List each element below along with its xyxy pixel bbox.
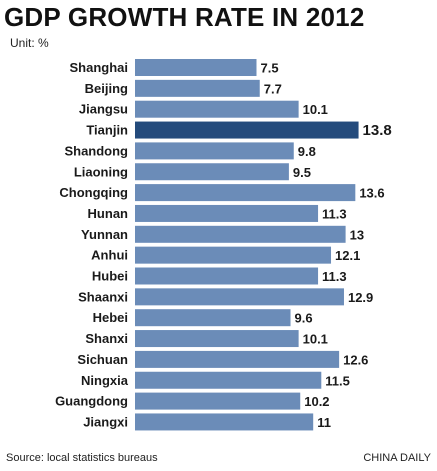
- value-label: 10.1: [303, 102, 328, 117]
- value-label: 7.5: [261, 61, 279, 76]
- value-label: 11: [317, 415, 331, 430]
- value-label: 11.5: [325, 373, 350, 388]
- category-label: Hunan: [88, 206, 129, 221]
- category-label: Jiangsu: [79, 102, 128, 117]
- bar: [135, 246, 332, 264]
- bar: [135, 163, 289, 181]
- bar-row: Shaanxi 12.9: [78, 288, 373, 306]
- value-label: 11.3: [322, 269, 347, 284]
- bar-row: Guangdong 10.2: [55, 392, 330, 410]
- value-label: 13.6: [359, 186, 384, 201]
- bar-row: Shandong 9.8: [64, 142, 316, 160]
- value-label: 9.5: [293, 165, 311, 180]
- category-label: Jiangxi: [83, 414, 128, 429]
- bar-row: Ningxia 11.5: [81, 371, 350, 389]
- category-label: Shanxi: [85, 331, 128, 346]
- unit-label: Unit: %: [10, 36, 49, 50]
- bar: [135, 330, 299, 348]
- value-label: 9.6: [295, 311, 313, 326]
- value-label: 12.6: [343, 352, 368, 367]
- category-label: Shanghai: [69, 60, 128, 75]
- category-label: Shandong: [64, 143, 128, 158]
- category-label: Hubei: [92, 269, 128, 284]
- bar: [135, 184, 356, 202]
- category-label: Anhui: [91, 248, 128, 263]
- value-label: 10.2: [304, 394, 329, 409]
- bar: [135, 392, 301, 410]
- value-label: 12.1: [335, 248, 360, 263]
- bar-row: Yunnan 13: [81, 225, 364, 243]
- source-note: Source: local statistics bureaus: [6, 452, 158, 464]
- bar: [135, 142, 294, 160]
- value-label: 10.1: [303, 332, 328, 347]
- bar-row: Shanxi 10.1: [85, 330, 328, 348]
- value-label: 12.9: [348, 290, 373, 305]
- bar: [135, 79, 260, 97]
- bar: [135, 309, 291, 327]
- bar: [135, 413, 314, 431]
- category-label: Guangdong: [55, 394, 128, 409]
- bar: [135, 267, 319, 285]
- bar-row: Hebei 9.6: [93, 309, 313, 327]
- bar-row: Tianjin 13.8: [86, 121, 392, 139]
- bar-row: Hubei 11.3: [92, 267, 347, 285]
- bar: [135, 350, 340, 368]
- category-label: Shaanxi: [78, 289, 128, 304]
- category-label: Beijing: [85, 81, 128, 96]
- bar-row: Hunan 11.3: [88, 204, 347, 222]
- category-label: Ningxia: [81, 373, 129, 388]
- value-label: 9.8: [298, 144, 316, 159]
- bar-row: Anhui 12.1: [91, 246, 360, 264]
- category-label: Liaoning: [74, 164, 128, 179]
- category-label: Hebei: [93, 310, 128, 325]
- category-label: Yunnan: [81, 227, 128, 242]
- value-label: 13: [350, 227, 364, 242]
- category-label: Tianjin: [86, 123, 128, 138]
- value-label: 7.7: [264, 81, 282, 96]
- bar: [135, 225, 346, 243]
- bar-highlight: [135, 121, 359, 139]
- bar: [135, 288, 344, 306]
- bar: [135, 204, 319, 222]
- bar-row: Chongqing 13.6: [59, 184, 385, 202]
- bar-row: Shanghai 7.5: [69, 59, 279, 76]
- value-label: 11.3: [322, 206, 347, 221]
- bar-row: Jiangsu 10.1: [79, 100, 328, 118]
- chart-title: GDP GROWTH RATE IN 2012: [4, 2, 365, 32]
- bar: [135, 100, 299, 118]
- bar-row: Jiangxi 11: [83, 413, 331, 431]
- bar-row: Liaoning 9.5: [74, 163, 311, 181]
- value-label: 13.8: [363, 122, 392, 139]
- bar-row: Sichuan 12.6: [77, 350, 368, 368]
- category-label: Chongqing: [59, 185, 128, 200]
- category-label: Sichuan: [77, 352, 128, 367]
- bar-row: Beijing 7.7: [85, 79, 282, 97]
- publisher-credit: CHINA DAILY: [363, 452, 431, 464]
- bar: [135, 371, 322, 389]
- bar: [135, 59, 257, 76]
